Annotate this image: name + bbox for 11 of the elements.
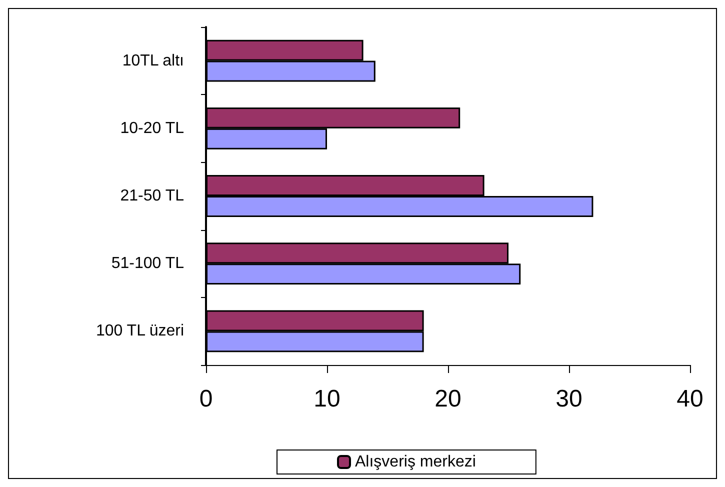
x-tick-label: 10 xyxy=(314,386,340,412)
y-tick-label: 10-20 TL xyxy=(120,120,184,137)
legend-label: Alışveriş merkezi xyxy=(355,454,476,470)
y-tick-label: 21-50 TL xyxy=(120,188,184,204)
y-tick-label: 10TL altı xyxy=(122,52,184,70)
x-tick-label: 40 xyxy=(676,386,704,412)
y-tick-label: 51-100 TL xyxy=(111,255,184,272)
x-tick-label: 20 xyxy=(434,386,462,412)
x-tick-label: 0 xyxy=(199,386,213,412)
y-tick-label: 100 TL üzeri xyxy=(96,322,184,340)
x-tick-label: 30 xyxy=(556,386,582,412)
